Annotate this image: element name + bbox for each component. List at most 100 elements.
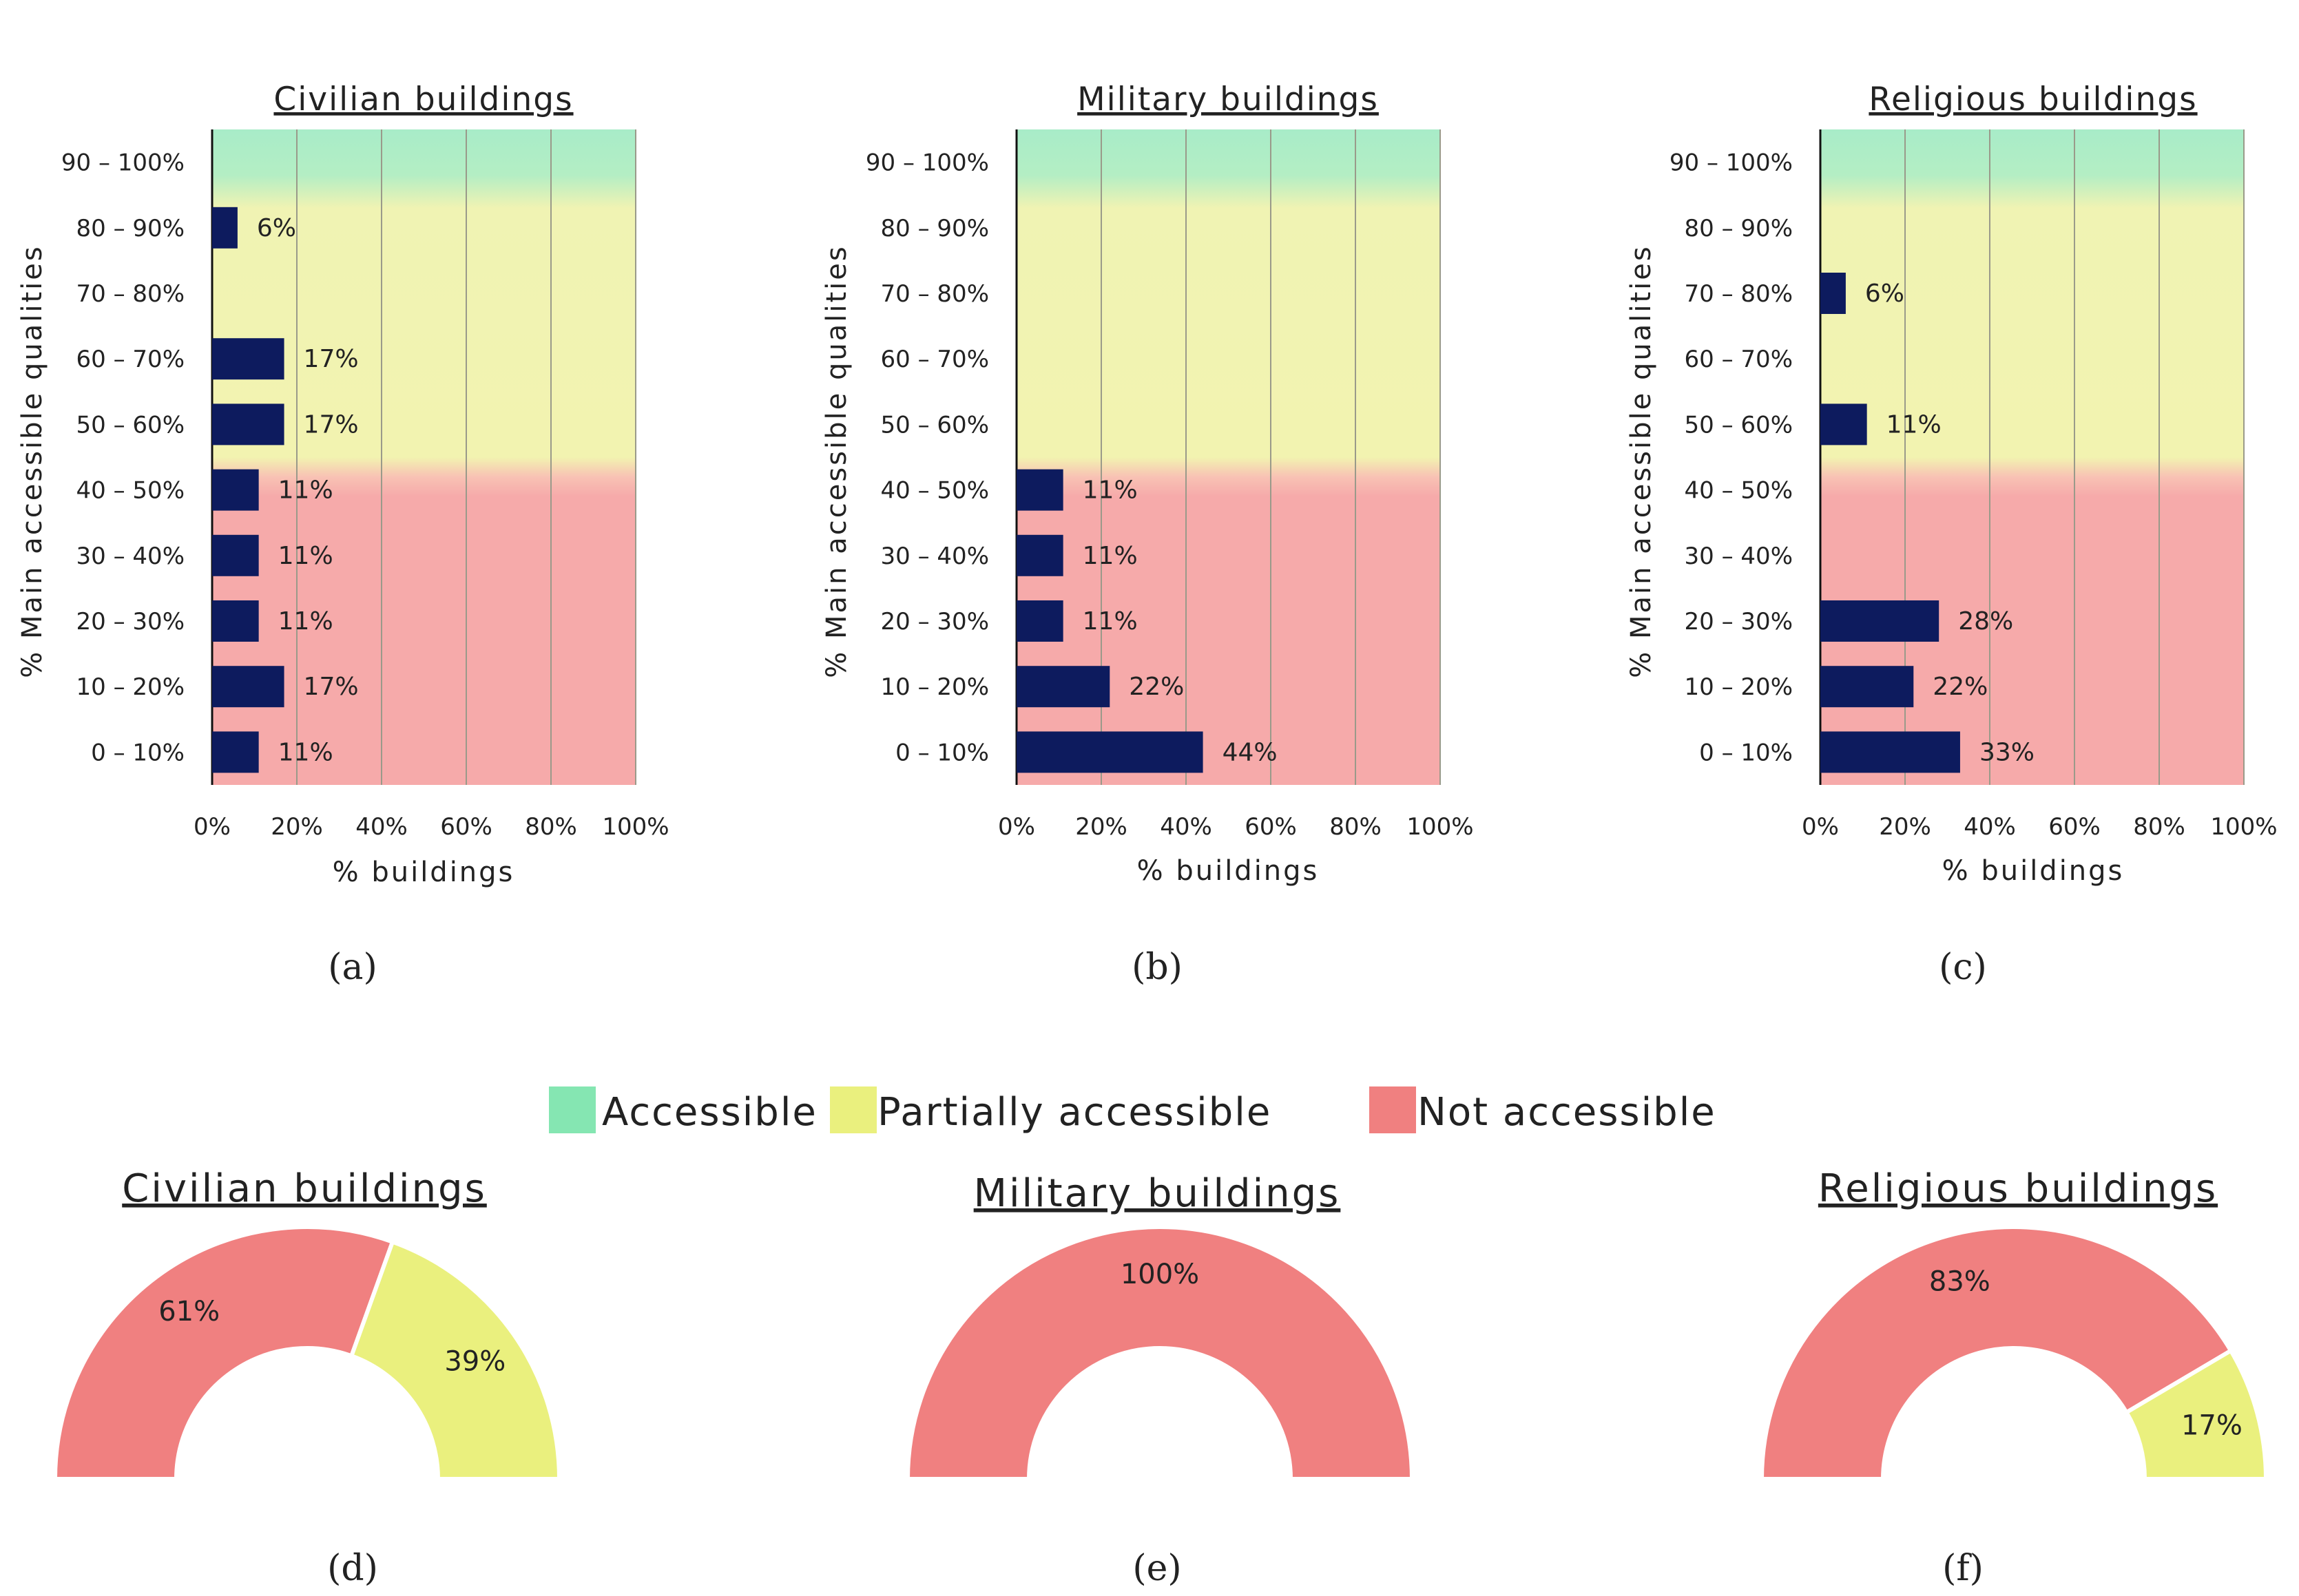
- x-tick-label: 40%: [1964, 813, 2016, 841]
- y-tick-label: 40 – 50%: [76, 477, 185, 505]
- y-tick-label: 80 – 90%: [881, 215, 989, 242]
- y-tick-label: 30 – 40%: [76, 543, 185, 570]
- panel-label: (a): [328, 947, 377, 988]
- panel-label: (f): [1942, 1548, 1984, 1589]
- x-tick-label: 0%: [998, 813, 1035, 841]
- panel-label: (e): [1132, 1548, 1181, 1589]
- bar: [212, 534, 259, 576]
- y-tick-label: 70 – 80%: [1685, 280, 1793, 308]
- bar-data-label: 44%: [1223, 738, 1278, 766]
- y-tick-label: 60 – 70%: [881, 346, 989, 373]
- y-tick-label: 90 – 100%: [61, 149, 185, 177]
- bar-data-label: 11%: [278, 542, 333, 570]
- y-tick-label: 80 – 90%: [1685, 215, 1793, 242]
- x-tick-label: 60%: [2048, 813, 2101, 841]
- bar-data-label: 33%: [1979, 738, 2035, 766]
- x-axis-label: % buildings: [1942, 855, 2125, 887]
- x-tick-label: 80%: [525, 813, 577, 841]
- bar: [1820, 403, 1867, 445]
- x-tick-label: 0%: [1802, 813, 1839, 841]
- y-tick-label: 50 – 60%: [1685, 411, 1793, 439]
- x-tick-label: 40%: [1160, 813, 1212, 841]
- x-tick-label: 100%: [2210, 813, 2277, 841]
- x-tick-label: 80%: [1329, 813, 1382, 841]
- legend-label-accessible: Accessible: [602, 1090, 818, 1135]
- x-tick-label: 100%: [1406, 813, 1473, 841]
- y-tick-label: 10 – 20%: [76, 673, 185, 701]
- bar: [212, 600, 259, 642]
- gauge-slice: [52, 1225, 395, 1481]
- y-tick-label: 0 – 10%: [895, 739, 989, 766]
- bar: [212, 338, 284, 380]
- panel-label: (d): [327, 1548, 378, 1589]
- gauge-slice: [349, 1239, 562, 1481]
- gauge-panel-civilian: Civilian buildings (d) 61% 39%: [52, 1166, 562, 1589]
- gauge-title: Religious buildings: [1818, 1166, 2218, 1211]
- gauge-title: Civilian buildings: [122, 1166, 487, 1211]
- gauge-slice-label: 83%: [1929, 1266, 1990, 1298]
- y-tick-label: 90 – 100%: [866, 149, 989, 177]
- y-tick-label: 40 – 50%: [1685, 477, 1793, 505]
- bar-data-label: 11%: [1886, 410, 1942, 439]
- legend-swatch-accessible: [549, 1086, 596, 1133]
- y-tick-label: 30 – 40%: [881, 543, 989, 570]
- bar-panel-civilian: Civilian buildings % Main accessible qua…: [17, 81, 669, 988]
- bar: [1017, 666, 1110, 708]
- x-tick-label: 80%: [2133, 813, 2185, 841]
- bar-data-label: 11%: [1083, 476, 1138, 505]
- bar-chart-title: Military buildings: [1077, 81, 1379, 118]
- bar-panel-military: Military buildings % Main accessible qua…: [821, 81, 1474, 988]
- bar: [212, 207, 238, 249]
- bar-chart-title: Religious buildings: [1869, 81, 2197, 118]
- bar: [1017, 600, 1063, 642]
- y-axis-label: % Main accessible qualities: [1625, 244, 1657, 678]
- y-axis-label: % Main accessible qualities: [17, 244, 48, 678]
- bar-data-label: 6%: [257, 214, 296, 242]
- bar-data-label: 11%: [1083, 607, 1138, 636]
- y-tick-label: 0 – 10%: [1699, 739, 1793, 766]
- y-tick-label: 50 – 60%: [76, 411, 185, 439]
- gauge-slice-label: 61%: [158, 1296, 220, 1327]
- bar-data-label: 6%: [1865, 280, 1904, 308]
- bar: [1820, 273, 1846, 314]
- legend: Accessible Partially accessible Not acce…: [549, 1086, 1716, 1135]
- y-tick-label: 60 – 70%: [76, 346, 185, 373]
- bar-data-label: 17%: [304, 673, 359, 701]
- x-tick-label: 60%: [1245, 813, 1297, 841]
- bar: [1017, 731, 1203, 773]
- y-axis-label: % Main accessible qualities: [821, 244, 853, 678]
- bar-chart-title: Civilian buildings: [273, 81, 573, 118]
- bar: [1017, 534, 1063, 576]
- legend-label-not-accessible: Not accessible: [1417, 1090, 1716, 1135]
- bar: [212, 666, 284, 708]
- x-tick-label: 20%: [1879, 813, 1931, 841]
- gauge-slice-label: 17%: [2181, 1409, 2243, 1441]
- panel-label: (c): [1939, 947, 1987, 988]
- y-tick-label: 10 – 20%: [881, 673, 989, 701]
- gauge-slice: [2123, 1347, 2269, 1481]
- bar-data-label: 11%: [278, 738, 333, 766]
- bar: [212, 403, 284, 445]
- bar-data-label: 17%: [304, 345, 359, 373]
- gauge-slice: [905, 1225, 1415, 1481]
- legend-swatch-partially-accessible: [830, 1086, 877, 1133]
- y-tick-label: 60 – 70%: [1685, 346, 1793, 373]
- y-tick-label: 40 – 50%: [881, 477, 989, 505]
- x-tick-label: 0%: [194, 813, 231, 841]
- bar-data-label: 11%: [278, 607, 333, 636]
- x-tick-label: 40%: [355, 813, 408, 841]
- legend-swatch-not-accessible: [1369, 1086, 1416, 1133]
- x-tick-label: 20%: [1075, 813, 1127, 841]
- bar: [1820, 731, 1960, 773]
- y-tick-label: 30 – 40%: [1685, 543, 1793, 570]
- y-tick-label: 70 – 80%: [881, 280, 989, 308]
- y-tick-label: 0 – 10%: [91, 739, 185, 766]
- bar-data-label: 28%: [1958, 607, 2013, 636]
- bar-data-label: 22%: [1933, 673, 1988, 701]
- gauge-panel-religious: Religious buildings (f) 83% 17%: [1759, 1166, 2269, 1589]
- x-tick-label: 100%: [602, 813, 669, 841]
- x-axis-label: % buildings: [333, 857, 515, 888]
- y-tick-label: 80 – 90%: [76, 215, 185, 242]
- gauge-panel-military: Military buildings (e) 100%: [905, 1171, 1415, 1589]
